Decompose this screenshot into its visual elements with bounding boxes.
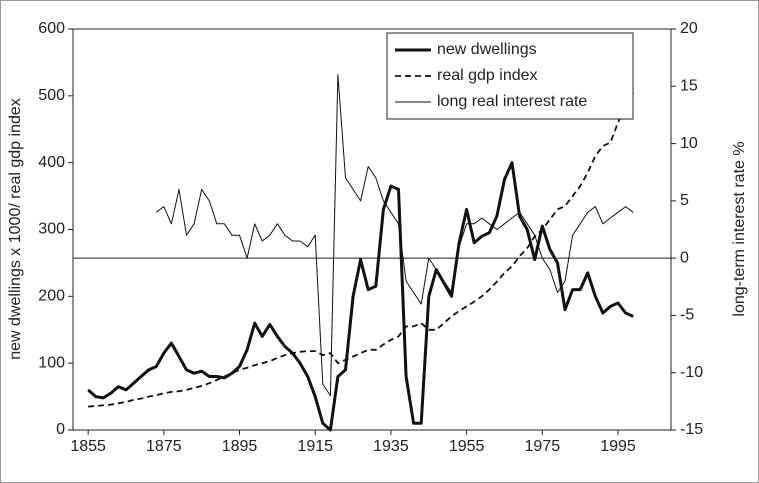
legend-box	[386, 32, 634, 120]
x-tick-label: 1915	[297, 438, 333, 455]
y2-tick-label: 15	[680, 78, 698, 95]
x-tick-label: 1955	[449, 438, 485, 455]
y2-tick-label: 20	[680, 20, 698, 37]
y2-tick-label: -10	[680, 364, 703, 381]
y-tick-label: 600	[38, 20, 65, 37]
x-tick-label: 1995	[600, 438, 636, 455]
y-tick-label: 100	[38, 354, 65, 371]
legend-label: new dwellings	[437, 41, 537, 58]
series-line	[155, 74, 634, 397]
y2-tick-label: -15	[680, 421, 703, 438]
legend-label: real gdp index	[437, 67, 538, 84]
series-line	[87, 161, 634, 432]
x-tick-label: 1855	[70, 438, 106, 455]
y2-tick-label: 10	[680, 135, 698, 152]
y-tick-label: 0	[56, 421, 65, 438]
y-tick-label: 400	[38, 154, 65, 171]
legend-label: long real interest rate	[437, 93, 587, 110]
series-line	[88, 92, 634, 408]
y2-tick-label: -5	[680, 307, 694, 324]
x-tick-label: 1895	[222, 438, 258, 455]
x-tick-label: 1875	[146, 438, 182, 455]
y-tick-label: 500	[38, 87, 65, 104]
x-tick-label: 1975	[525, 438, 561, 455]
y2-axis-label: long-term interest rate %	[731, 141, 748, 316]
y2-tick-label: 5	[680, 192, 689, 209]
x-tick-label: 1935	[373, 438, 409, 455]
y-axis-label: new dwellings x 1000/ real gdp index	[7, 98, 24, 360]
y-tick-label: 300	[38, 221, 65, 238]
y-tick-label: 200	[38, 288, 65, 305]
y2-tick-label: 0	[680, 249, 689, 266]
